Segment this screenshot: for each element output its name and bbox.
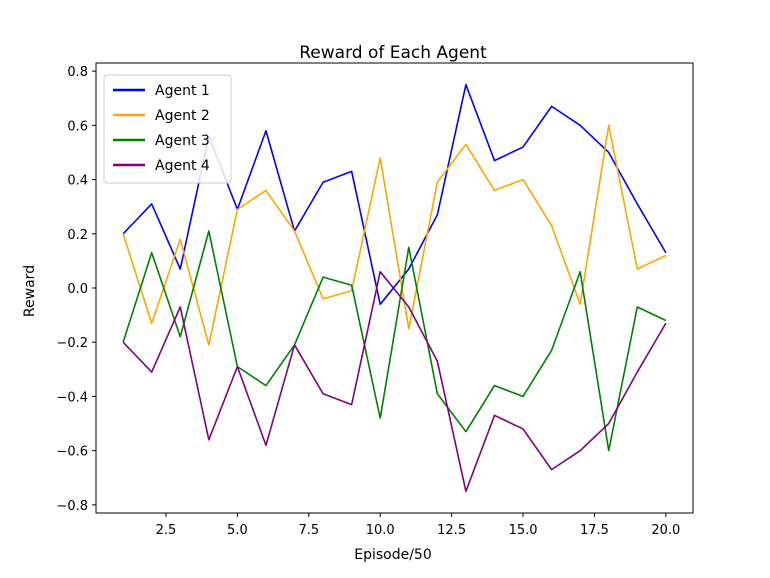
series-line-agent-3 [122, 230, 667, 452]
y-tick-label: −0.4 [56, 390, 88, 405]
legend-label-agent-3: Agent 3 [155, 133, 210, 149]
y-tick-label: −0.6 [56, 445, 88, 460]
y-tick-label: 0.4 [67, 174, 88, 189]
y-tick-label: 0.8 [67, 65, 88, 80]
x-tick-label: 2.5 [156, 523, 177, 538]
y-tick-label: −0.2 [56, 336, 88, 351]
legend: Agent 1 Agent 2 Agent 3 Agent 4 [103, 74, 232, 184]
legend-label-agent-4: Agent 4 [155, 158, 210, 174]
x-tick-label: 15.0 [509, 523, 538, 538]
y-tick-label: 0.2 [67, 228, 88, 243]
y-axis-ticks: −0.8 −0.6 −0.4 −0.2 0.0 0.2 0.4 0.6 0.8 [56, 65, 96, 514]
legend-box [103, 74, 232, 184]
y-tick-label: −0.8 [56, 499, 88, 514]
x-tick-label: 20.0 [651, 523, 680, 538]
chart-title: Reward of Each Agent [299, 43, 487, 63]
x-tick-label: 10.0 [366, 523, 395, 538]
series-line-agent-4 [122, 270, 667, 493]
legend-label-agent-2: Agent 2 [155, 108, 210, 124]
y-axis-label: Reward [22, 265, 38, 317]
legend-label-agent-1: Agent 1 [155, 83, 210, 99]
x-axis-ticks: 2.5 5.0 7.5 10.0 12.5 15.0 17.5 20.0 [156, 513, 680, 538]
series-line-agent-2 [122, 124, 667, 346]
x-tick-label: 17.5 [580, 523, 609, 538]
x-tick-label: 7.5 [298, 523, 319, 538]
x-tick-label: 12.5 [437, 523, 466, 538]
y-tick-label: 0.6 [67, 119, 88, 134]
y-tick-label: 0.0 [67, 282, 88, 297]
x-tick-label: 5.0 [227, 523, 248, 538]
series-layer [122, 83, 667, 493]
x-axis-label: Episode/50 [354, 547, 432, 563]
